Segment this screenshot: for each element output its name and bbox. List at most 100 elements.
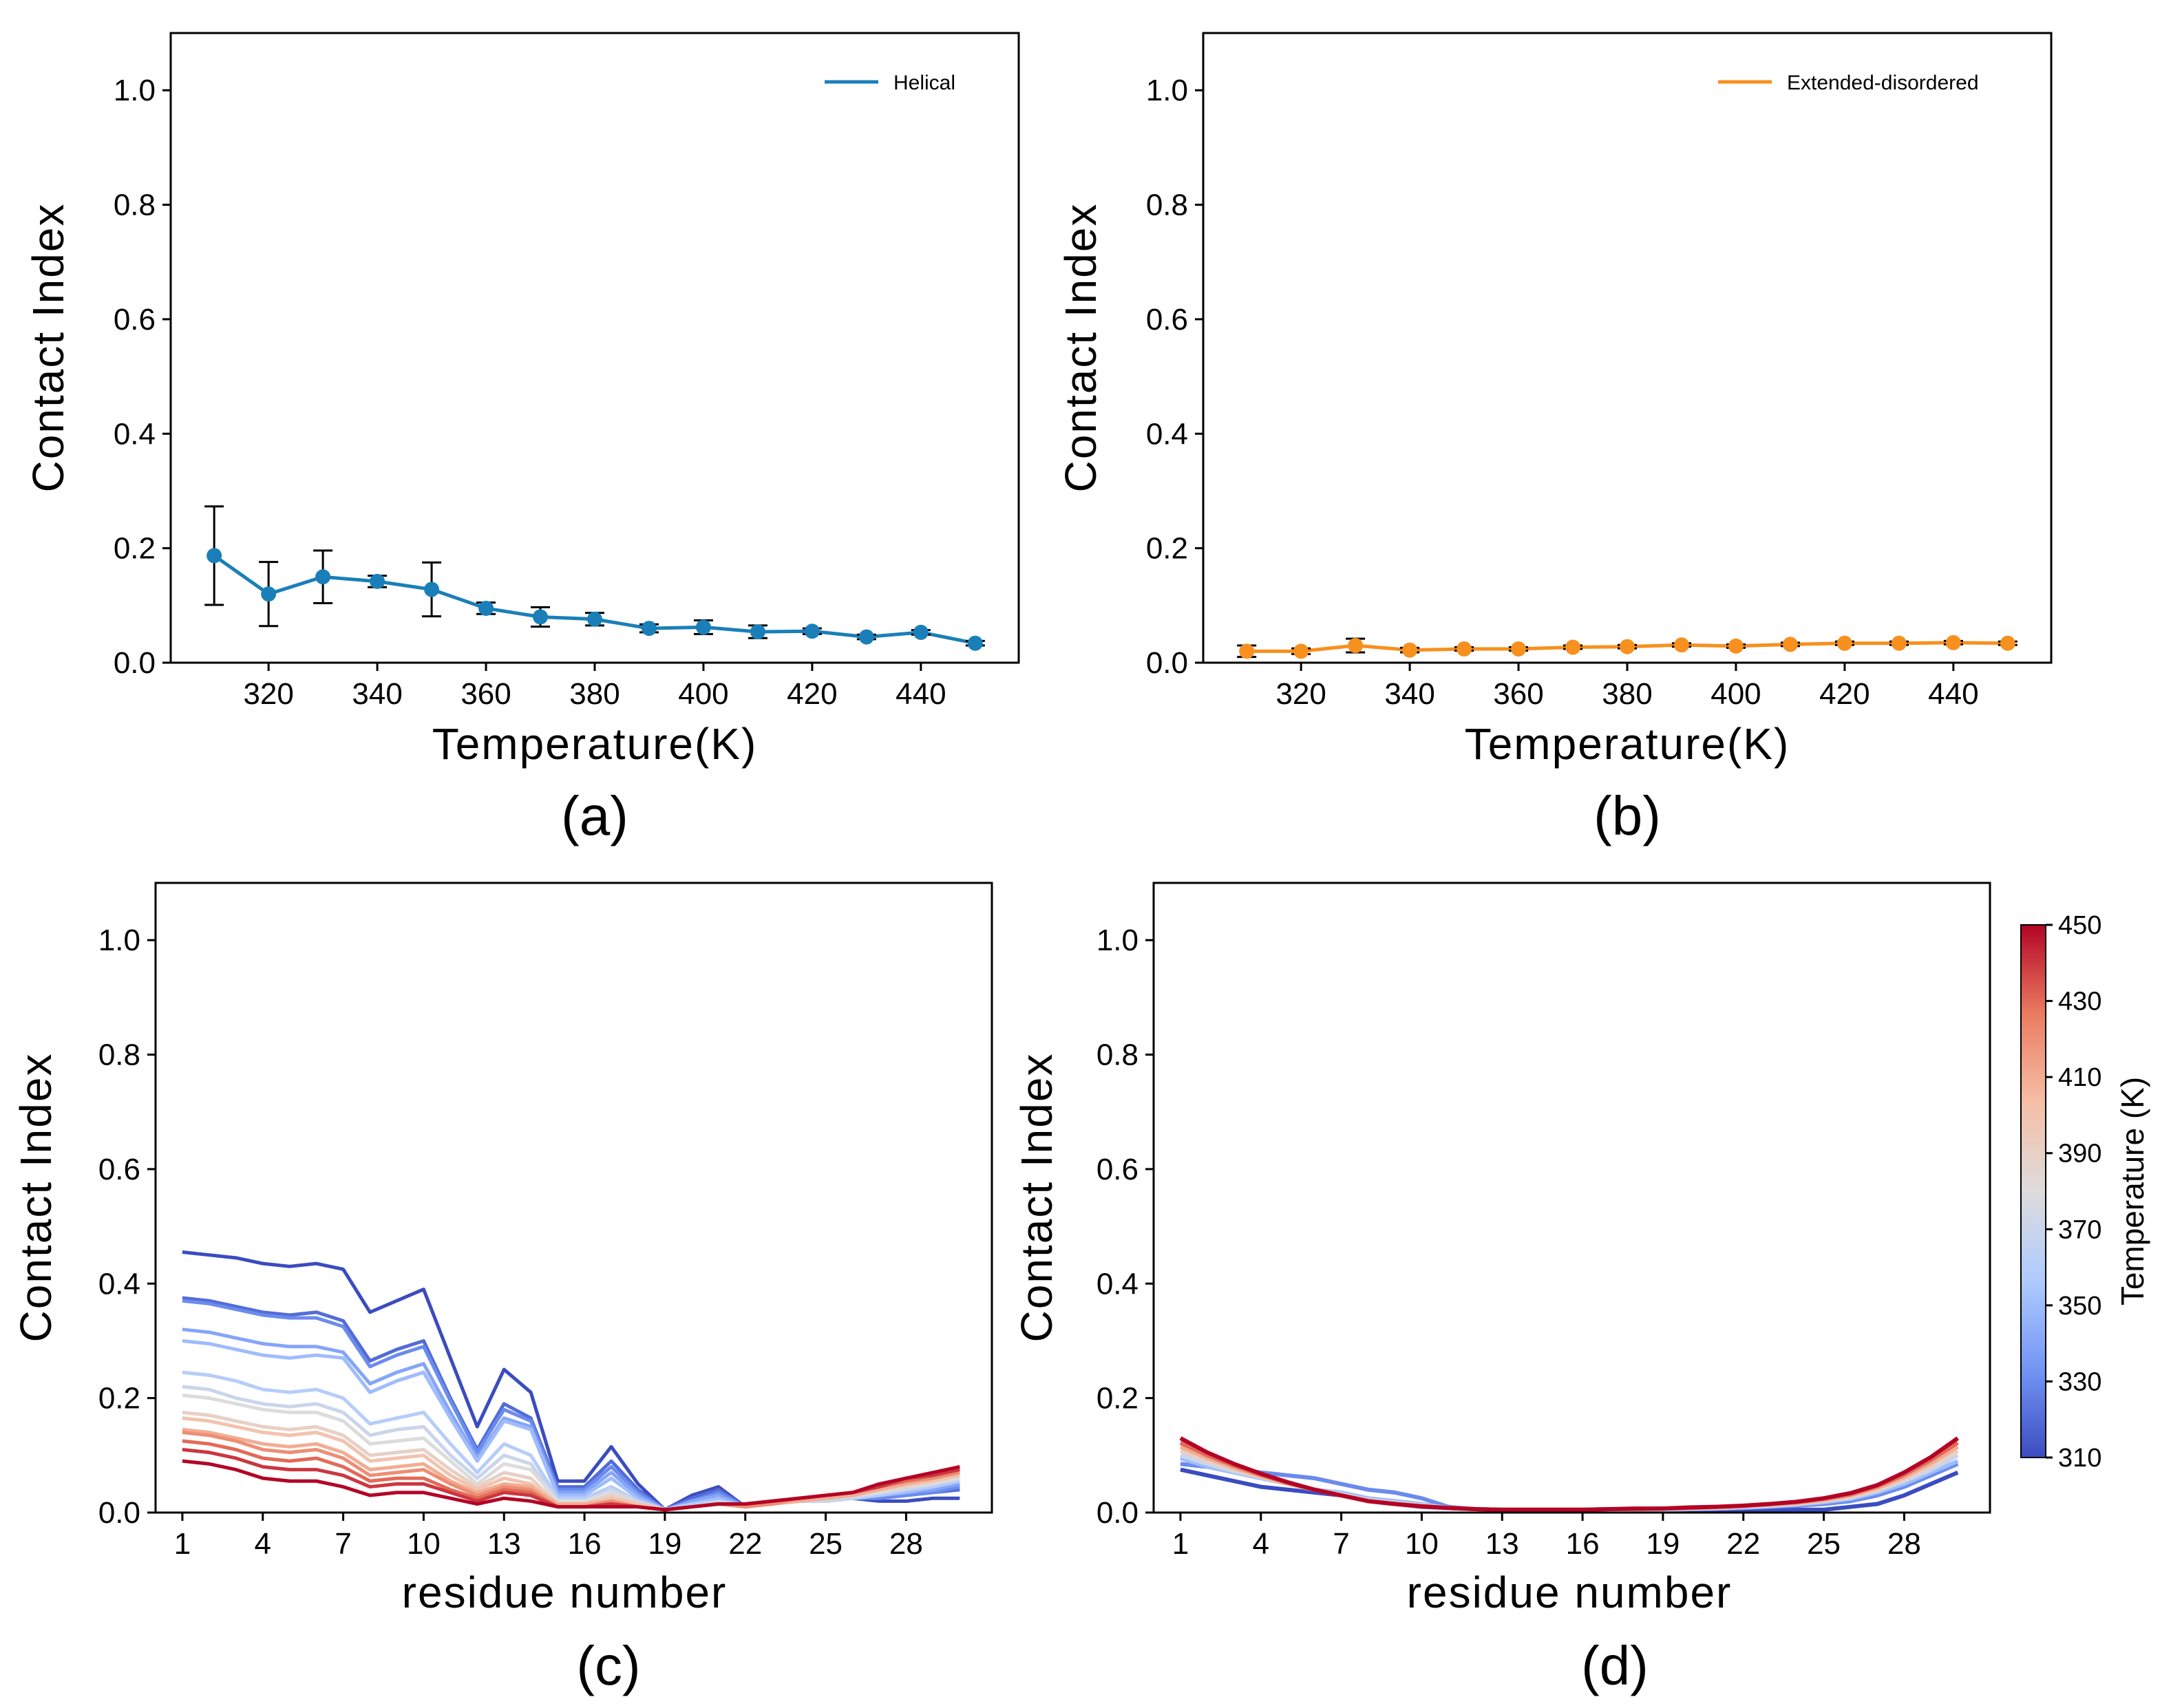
y-tick-label: 1.0 (98, 924, 140, 957)
panel-b-marks: 0.0 0.2 0.4 0.6 0.8 1.0 320 340 360 380 400 420 440 (1146, 74, 2018, 711)
y-tick-label: 0.8 (1146, 189, 1188, 222)
x-tick-label: 380 (569, 677, 619, 711)
x-tick-label: 440 (1928, 677, 1978, 711)
panel-c: 0.0 0.2 0.4 0.6 0.8 1.0 1 4 7 10 13 16 19 22 25 28 Cont… (11, 882, 993, 1696)
x-axis-label: Temperature(K) (1465, 719, 1790, 769)
x-tick-label: 340 (1384, 677, 1434, 711)
y-tick-label: 0.2 (98, 1382, 140, 1416)
data-point (370, 573, 385, 589)
panel-c-marks: 0.0 0.2 0.4 0.6 0.8 1.0 1 4 7 10 13 16 19 22 25 28 (98, 924, 960, 1561)
colorbar-tick-label: 370 (2058, 1215, 2101, 1244)
legend-label-helical: Helical (893, 72, 955, 94)
legend: Helical (825, 72, 955, 94)
data-point (424, 581, 440, 597)
plot-frame (169, 32, 1020, 664)
x-axis-label: residue number (402, 1568, 728, 1617)
x-tick-label: 22 (1726, 1527, 1760, 1561)
y-tick-label: 1.0 (1097, 924, 1139, 957)
data-point (1728, 638, 1744, 654)
data-point (1565, 639, 1581, 655)
y-tick-label: 0.0 (1097, 1496, 1139, 1530)
y-tick-label: 0.0 (98, 1496, 140, 1530)
data-point (913, 624, 929, 640)
colorbar-tick-label: 390 (2058, 1140, 2101, 1168)
x-tick-label: 28 (1887, 1527, 1921, 1561)
y-tick-label: 0.6 (1097, 1153, 1139, 1186)
y-tick-label: 0.2 (114, 532, 156, 566)
panel-d: 0.0 0.2 0.4 0.6 0.8 1.0 1 4 7 10 13 16 19 22 25 28 Cont… (1012, 882, 1991, 1696)
x-tick-label: 16 (1566, 1527, 1600, 1561)
x-tick-label: 19 (1646, 1527, 1680, 1561)
plot-frame (1202, 32, 2053, 664)
y-tick-label: 0.6 (98, 1153, 140, 1186)
data-point (641, 621, 657, 637)
x-tick-label: 16 (568, 1527, 602, 1561)
data-point (1945, 634, 1961, 650)
data-point (750, 624, 765, 640)
x-tick-label: 7 (335, 1527, 351, 1561)
x-tick-label: 360 (1493, 677, 1543, 711)
data-point (1457, 641, 1472, 657)
y-tick-label: 0.6 (114, 303, 156, 337)
x-tick-label: 22 (728, 1527, 762, 1561)
x-tick-label: 400 (1711, 677, 1761, 711)
colorbar-ticks: 310 330 350 370 390 410 430 450 (2046, 911, 2101, 1473)
colorbar-tick-label: 330 (2058, 1367, 2101, 1396)
panel-a-marks: 0.0 0.2 0.4 0.6 0.8 1.0 320 340 360 380 400 420 440 (114, 74, 985, 711)
series-line-410 (182, 1427, 960, 1512)
data-point (315, 569, 331, 585)
x-tick-label: 380 (1602, 677, 1652, 711)
y-tick-label: 1.0 (114, 74, 156, 107)
y-tick-label: 0.4 (98, 1267, 140, 1301)
data-point (587, 611, 602, 627)
y-tick-label: 0.0 (114, 646, 156, 680)
panel-label: (d) (1581, 1635, 1649, 1696)
y-tick-label: 0.4 (114, 417, 156, 451)
data-point (1402, 642, 1418, 658)
data-point (533, 609, 549, 625)
y-tick-label: 0.4 (1146, 417, 1188, 451)
colorbar-tick-label: 310 (2058, 1444, 2101, 1473)
x-tick-label: 19 (648, 1527, 681, 1561)
series-line-450 (1179, 1436, 1959, 1512)
panel-label: (a) (561, 785, 628, 846)
colorbar-gradient (2020, 924, 2046, 1458)
x-tick-label: 28 (889, 1527, 923, 1561)
colorbar-tick-label: 450 (2058, 911, 2101, 940)
data-point (1293, 643, 1309, 659)
y-tick-label: 0.2 (1146, 532, 1188, 566)
x-tick-label: 320 (1275, 677, 1326, 711)
data-point (1782, 637, 1798, 652)
y-tick-label: 0.2 (1097, 1382, 1139, 1416)
x-tick-label: 420 (787, 677, 837, 711)
colorbar-tick-label: 410 (2058, 1063, 2101, 1092)
panel-label: (b) (1593, 785, 1661, 846)
data-point (804, 623, 820, 639)
y-tick-label: 0.4 (1097, 1267, 1139, 1301)
x-tick-label: 13 (1485, 1527, 1519, 1561)
data-point (1891, 635, 1907, 651)
plot-frame (154, 882, 993, 1514)
y-tick-label: 1.0 (1146, 74, 1188, 107)
colorbar-label: Temperature (K) (2115, 1077, 2150, 1305)
x-tick-label: 4 (255, 1527, 271, 1561)
x-tick-label: 4 (1253, 1527, 1269, 1561)
y-axis-label: Contact Index (23, 203, 73, 493)
x-tick-label: 7 (1333, 1527, 1349, 1561)
x-tick-label: 420 (1819, 677, 1870, 711)
x-tick-label: 340 (352, 677, 402, 711)
y-tick-label: 0.6 (1146, 303, 1188, 337)
x-tick-label: 25 (1807, 1527, 1841, 1561)
panel-label: (c) (576, 1635, 640, 1696)
legend-label-extended-disordered: Extended-disordered (1787, 72, 1979, 94)
y-axis-label: Contact Index (11, 1053, 61, 1343)
legend: Extended-disordered (1718, 72, 1979, 94)
data-point (1836, 635, 1852, 651)
data-point (261, 586, 277, 602)
y-tick-label: 0.8 (114, 189, 156, 222)
data-point (695, 619, 711, 635)
data-point (1511, 641, 1527, 657)
